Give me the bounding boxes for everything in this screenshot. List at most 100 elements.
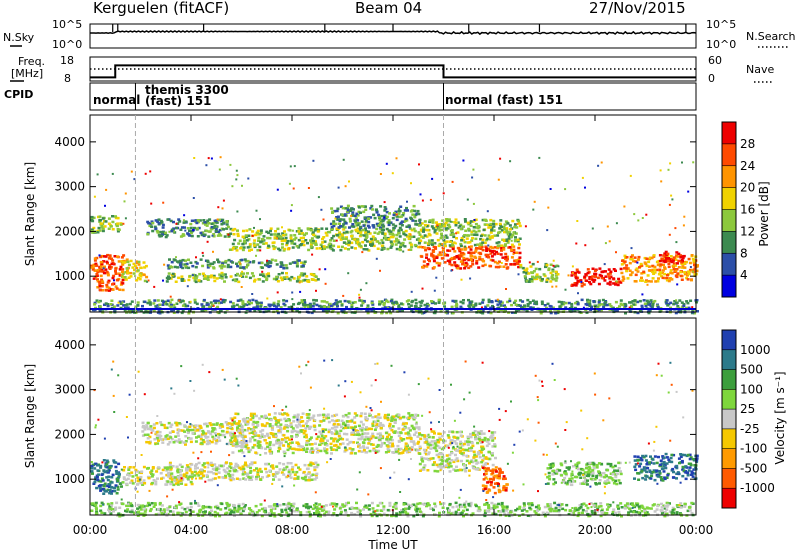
heatmap-cell [622,261,626,265]
heatmap-cell [411,219,415,222]
heatmap-cell [241,275,244,278]
heatmap-cell [307,248,311,252]
heatmap-cell [677,252,681,256]
heatmap-cell [202,474,205,477]
heatmap-cell [398,207,401,210]
heatmap-cell [315,451,319,454]
heatmap-cell [147,222,151,225]
heatmap-cell [336,227,340,231]
heatmap-cell [219,298,222,301]
heatmap-cell [325,227,329,230]
heatmap-cell [421,265,424,269]
heatmap-cell [371,435,375,438]
heatmap-cell [256,470,260,474]
heatmap-cell [303,299,306,302]
heatmap-cell [459,260,463,263]
heatmap-cell [680,258,684,262]
heatmap-cell [348,217,352,221]
heatmap-cell [343,450,347,453]
heatmap-cell [384,236,387,240]
heatmap-cell [380,228,384,232]
heatmap-cell [332,222,336,225]
heatmap-cell [375,445,379,448]
heatmap-cell [95,273,99,276]
heatmap-cell [353,429,357,433]
heatmap-cell [180,279,184,282]
heatmap-cell [207,235,211,238]
heatmap-cell [285,241,289,245]
heatmap-cell [302,236,305,240]
heatmap-cell [162,201,165,204]
heatmap-cell [500,262,503,264]
heatmap-cell [358,231,362,234]
heatmap-cell [608,303,612,306]
heatmap-cell [190,219,194,222]
heatmap-cell [100,473,104,476]
heatmap-cell [282,462,286,466]
heatmap-cell [155,470,159,473]
heatmap-cell [105,270,109,274]
heatmap-cell [350,235,354,238]
heatmap-cell [387,221,391,224]
heatmap-cell [257,236,261,240]
heatmap-cell [140,481,144,485]
heatmap-cell [197,427,201,431]
heatmap-cell [219,234,223,237]
heatmap-cell [593,278,597,282]
heatmap-cell [222,199,225,202]
heatmap-cell [420,222,424,225]
heatmap-cell [120,274,124,277]
heatmap-cell [211,234,214,237]
heatmap-cell [206,278,210,281]
heatmap-cell [307,187,310,189]
heatmap-cell [376,232,380,235]
heatmap-cell [217,260,220,264]
heatmap-cell [397,434,401,438]
heatmap-cell [483,263,487,267]
heatmap-cell [209,301,213,304]
heatmap-cell [433,289,436,292]
heatmap-cell [408,436,412,439]
heatmap-cell [506,241,510,244]
heatmap-cell [466,221,470,225]
heatmap-cell [270,258,274,262]
heatmap-cell [683,215,686,218]
heatmap-cell [679,270,683,274]
heatmap-cell [683,260,687,264]
heatmap-cell [172,483,176,487]
heatmap-cell [312,309,316,313]
heatmap-cell [399,416,402,420]
heatmap-cell [550,275,554,279]
heatmap-cell [299,420,303,423]
heatmap-cell [240,435,244,438]
heatmap-cell [156,220,160,223]
heatmap-cell [633,213,636,216]
heatmap-cell [518,304,522,307]
heatmap-cell [512,248,516,252]
heatmap-cell [175,465,179,468]
heatmap-cell [643,256,647,260]
heatmap-cell [491,246,495,249]
heatmap-cell [405,450,409,453]
heatmap-cell [397,304,401,307]
heatmap-cell [299,290,302,293]
heatmap-cell [284,233,288,236]
heatmap-cell [472,168,475,171]
heatmap-cell [353,412,357,415]
heatmap-cell [614,283,617,286]
heatmap-cell [149,222,153,226]
heatmap-cell [207,478,211,482]
heatmap-cell [364,428,368,431]
heatmap-cell [266,445,270,449]
heatmap-cell [165,303,169,306]
heatmap-cell [353,421,357,424]
heatmap-cell [105,260,109,264]
heatmap-cell [176,303,179,305]
heatmap-cell [188,466,192,469]
heatmap-cell [216,305,220,309]
heatmap-cell [402,250,405,253]
heatmap-cell [609,305,613,308]
heatmap-cell [372,447,376,450]
heatmap-cell [435,221,438,224]
power-ylabel: Slant Range [km] [23,162,37,266]
